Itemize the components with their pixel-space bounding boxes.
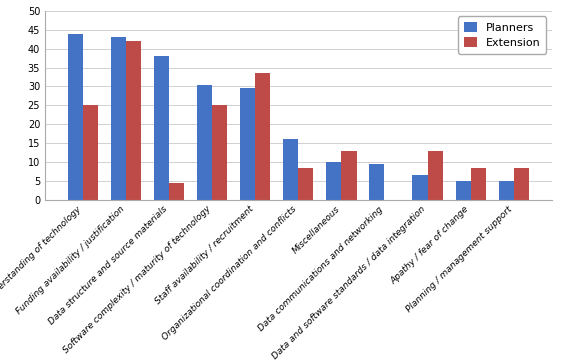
Bar: [341, 151, 356, 200]
Bar: [283, 139, 298, 200]
Bar: [499, 181, 513, 200]
Bar: [427, 151, 443, 200]
Legend: Planners, Extension: Planners, Extension: [458, 16, 546, 54]
Bar: [513, 168, 529, 200]
Bar: [154, 56, 169, 200]
Bar: [298, 168, 314, 200]
Bar: [111, 37, 126, 200]
Bar: [126, 41, 141, 200]
Bar: [212, 105, 227, 200]
Bar: [369, 164, 385, 200]
Bar: [327, 162, 341, 200]
Bar: [455, 181, 471, 200]
Bar: [197, 85, 212, 200]
Bar: [169, 183, 184, 200]
Bar: [240, 88, 256, 200]
Bar: [68, 33, 83, 200]
Bar: [471, 168, 486, 200]
Bar: [256, 73, 270, 200]
Bar: [413, 175, 427, 200]
Bar: [83, 105, 98, 200]
